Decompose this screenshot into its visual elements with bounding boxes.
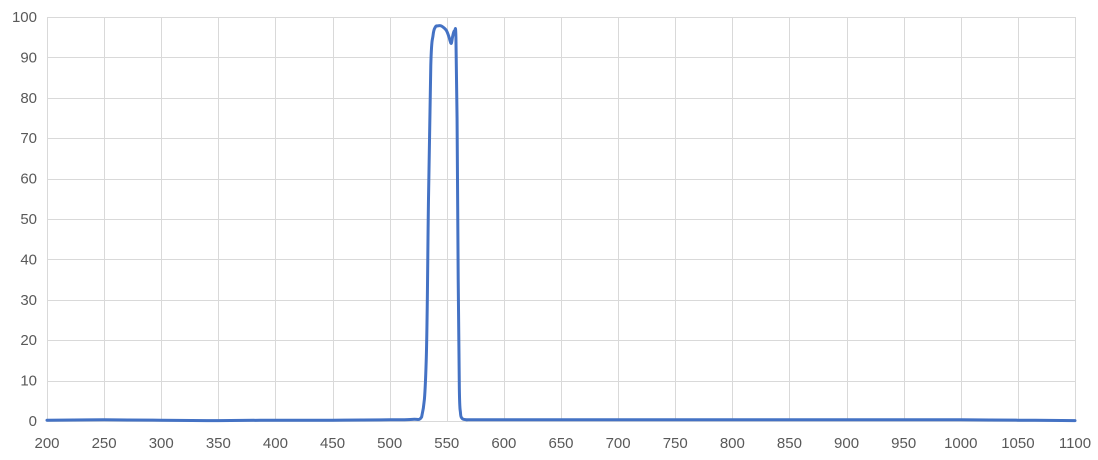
y-tick-label: 10 <box>20 373 37 390</box>
x-tick-label: 600 <box>491 435 516 452</box>
x-axis-tick-labels: 200 250 300 350 400 450 500 550 600 650 700 750 800 8… <box>34 435 1091 452</box>
x-tick-label: 800 <box>720 435 745 452</box>
x-tick-label: 1050 <box>1001 435 1034 452</box>
x-tick-label: 1100 <box>1059 435 1091 452</box>
y-tick-label: 70 <box>20 130 37 147</box>
x-tick-label: 750 <box>663 435 688 452</box>
y-tick-label: 60 <box>20 171 37 188</box>
y-tick-label: 90 <box>20 49 37 66</box>
series-layer <box>45 24 1077 423</box>
x-tick-label: 350 <box>206 435 231 452</box>
x-tick-label: 400 <box>263 435 288 452</box>
y-tick-label: 30 <box>20 292 37 309</box>
x-tick-label: 700 <box>606 435 631 452</box>
grid-layer <box>47 17 1076 422</box>
y-tick-label: 100 <box>12 9 37 26</box>
x-tick-label: 200 <box>34 435 59 452</box>
x-tick-label: 250 <box>92 435 117 452</box>
x-tick-label: 500 <box>377 435 402 452</box>
y-tick-label: 20 <box>20 332 37 349</box>
y-axis-tick-labels: 0 10 20 30 40 50 60 70 80 90 100 <box>12 9 37 430</box>
y-tick-label: 50 <box>20 211 37 228</box>
x-tick-label: 1000 <box>944 435 977 452</box>
x-tick-label: 300 <box>149 435 174 452</box>
y-tick-label: 80 <box>20 90 37 107</box>
x-tick-label: 650 <box>548 435 573 452</box>
x-tick-label: 450 <box>320 435 345 452</box>
x-tick-label: 950 <box>891 435 916 452</box>
x-tick-label: 550 <box>434 435 459 452</box>
y-tick-label: 40 <box>20 251 37 268</box>
x-tick-label: 900 <box>834 435 859 452</box>
series-line-0 <box>45 24 1077 423</box>
y-tick-label: 0 <box>29 413 37 430</box>
x-tick-label: 850 <box>777 435 802 452</box>
